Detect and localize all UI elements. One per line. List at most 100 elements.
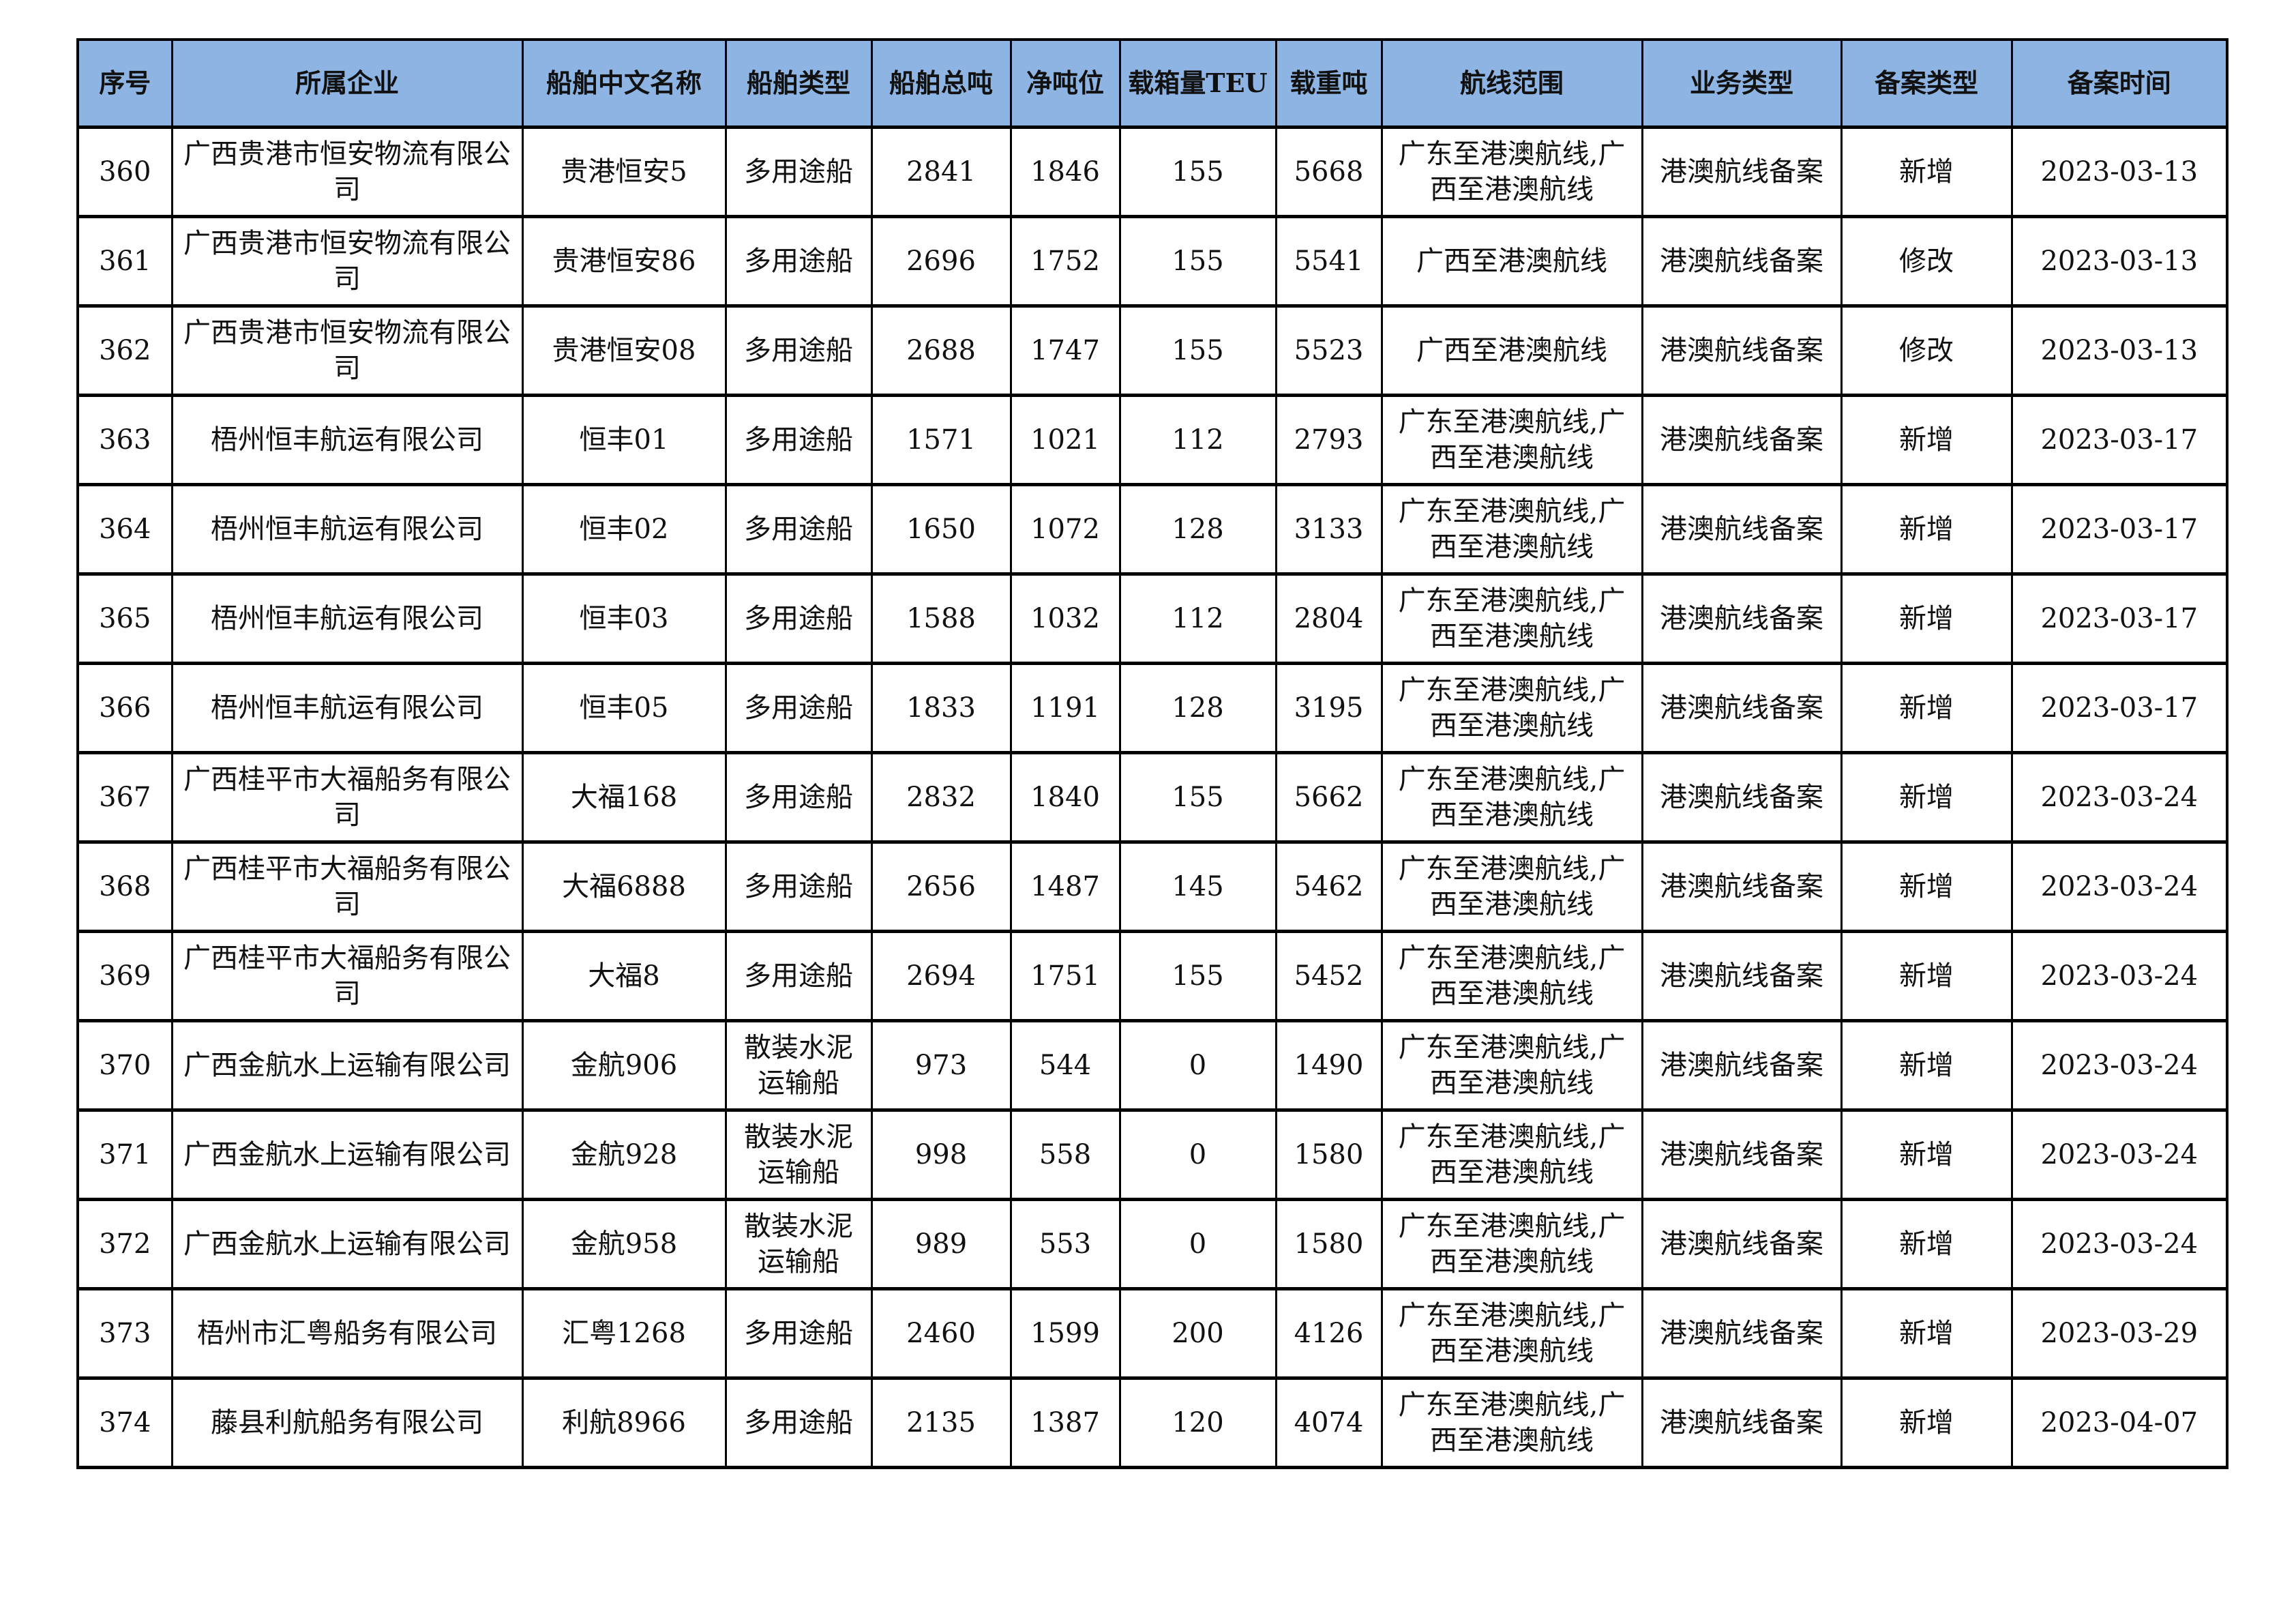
cell-dwt: 1490 (1274, 1019, 1383, 1112)
cell-dwt: 2793 (1274, 394, 1383, 486)
cell-teu: 145 (1118, 840, 1277, 933)
cell-filing-date: 2023-04-07 (2010, 1376, 2228, 1469)
cell-index: 362 (76, 304, 173, 397)
cell-filing-type: 新增 (1840, 1376, 2013, 1469)
header-net-tonnage: 净吨位 (1009, 38, 1121, 128)
cell-ship-type: 多用途船 (724, 1376, 873, 1469)
table-row: 364 梧州恒丰航运有限公司 恒丰02 多用途船 1650 1072 128 3133 广东至港… (76, 483, 2228, 576)
cell-route: 广东至港澳航线,广西至港澳航线 (1380, 1198, 1643, 1290)
cell-filing-type: 新增 (1840, 572, 2013, 665)
cell-ship-type: 多用途船 (724, 394, 873, 486)
cell-ship-name: 恒丰01 (521, 394, 727, 486)
table-row: 368 广西桂平市大福船务有限公司 大福6888 多用途船 2656 1487 145 546… (76, 840, 2228, 933)
cell-net-tonnage: 1072 (1009, 483, 1121, 576)
cell-ship-type: 多用途船 (724, 930, 873, 1022)
cell-gross-tonnage: 1571 (870, 394, 1012, 486)
table-row: 360 广西贵港市恒安物流有限公司 贵港恒安5 多用途船 2841 1846 155 5668… (76, 126, 2228, 218)
cell-company: 梧州恒丰航运有限公司 (170, 394, 524, 486)
cell-index: 372 (76, 1198, 173, 1290)
cell-business-type: 港澳航线备案 (1641, 215, 1843, 308)
cell-net-tonnage: 1846 (1009, 126, 1121, 218)
cell-gross-tonnage: 2832 (870, 751, 1012, 844)
cell-business-type: 港澳航线备案 (1641, 1376, 1843, 1469)
cell-index: 369 (76, 930, 173, 1022)
cell-route: 广东至港澳航线,广西至港澳航线 (1380, 1019, 1643, 1112)
cell-dwt: 2804 (1274, 572, 1383, 665)
cell-teu: 0 (1118, 1198, 1277, 1290)
cell-business-type: 港澳航线备案 (1641, 394, 1843, 486)
cell-business-type: 港澳航线备案 (1641, 662, 1843, 754)
cell-ship-name: 金航958 (521, 1198, 727, 1290)
table-row: 373 梧州市汇粤船务有限公司 汇粤1268 多用途船 2460 1599 200 4126 广… (76, 1287, 2228, 1380)
cell-business-type: 港澳航线备案 (1641, 1287, 1843, 1380)
cell-gross-tonnage: 2841 (870, 126, 1012, 218)
header-ship-name: 船舶中文名称 (521, 38, 727, 128)
cell-teu: 112 (1118, 394, 1277, 486)
cell-gross-tonnage: 2696 (870, 215, 1012, 308)
cell-index: 364 (76, 483, 173, 576)
table-row: 365 梧州恒丰航运有限公司 恒丰03 多用途船 1588 1032 112 2804 广东至港… (76, 572, 2228, 665)
cell-index: 363 (76, 394, 173, 486)
cell-teu: 112 (1118, 572, 1277, 665)
table-row: 372 广西金航水上运输有限公司 金航958 散装水泥运输船 989 553 0 1580 广东… (76, 1198, 2228, 1290)
cell-route: 广东至港澳航线,广西至港澳航线 (1380, 1376, 1643, 1469)
cell-dwt: 5523 (1274, 304, 1383, 397)
cell-dwt: 5662 (1274, 751, 1383, 844)
cell-filing-date: 2023-03-24 (2010, 1019, 2228, 1112)
cell-ship-name: 汇粤1268 (521, 1287, 727, 1380)
cell-company: 梧州恒丰航运有限公司 (170, 572, 524, 665)
cell-ship-type: 多用途船 (724, 840, 873, 933)
cell-filing-type: 新增 (1840, 1108, 2013, 1201)
header-teu: 载箱量TEU (1118, 38, 1277, 128)
cell-ship-type: 散装水泥运输船 (724, 1198, 873, 1290)
cell-company: 广西桂平市大福船务有限公司 (170, 840, 524, 933)
header-index: 序号 (76, 38, 173, 128)
cell-ship-name: 恒丰02 (521, 483, 727, 576)
cell-dwt: 5452 (1274, 930, 1383, 1022)
cell-ship-name: 大福6888 (521, 840, 727, 933)
cell-ship-name: 利航8966 (521, 1376, 727, 1469)
cell-route: 广东至港澳航线,广西至港澳航线 (1380, 394, 1643, 486)
cell-filing-date: 2023-03-24 (2010, 930, 2228, 1022)
cell-teu: 128 (1118, 483, 1277, 576)
cell-teu: 155 (1118, 215, 1277, 308)
cell-ship-name: 贵港恒安5 (521, 126, 727, 218)
cell-dwt: 5462 (1274, 840, 1383, 933)
cell-dwt: 3133 (1274, 483, 1383, 576)
cell-net-tonnage: 1487 (1009, 840, 1121, 933)
cell-business-type: 港澳航线备案 (1641, 126, 1843, 218)
table-row: 366 梧州恒丰航运有限公司 恒丰05 多用途船 1833 1191 128 3195 广东至港… (76, 662, 2228, 754)
cell-net-tonnage: 1840 (1009, 751, 1121, 844)
cell-filing-type: 新增 (1840, 662, 2013, 754)
cell-business-type: 港澳航线备案 (1641, 1019, 1843, 1112)
cell-filing-type: 新增 (1840, 394, 2013, 486)
cell-filing-type: 新增 (1840, 1019, 2013, 1112)
cell-ship-name: 金航928 (521, 1108, 727, 1201)
cell-net-tonnage: 544 (1009, 1019, 1121, 1112)
cell-ship-type: 多用途船 (724, 304, 873, 397)
header-route: 航线范围 (1380, 38, 1643, 128)
cell-dwt: 1580 (1274, 1198, 1383, 1290)
cell-route: 广东至港澳航线,广西至港澳航线 (1380, 1108, 1643, 1201)
cell-filing-date: 2023-03-24 (2010, 1108, 2228, 1201)
cell-company: 梧州市汇粤船务有限公司 (170, 1287, 524, 1380)
cell-net-tonnage: 1747 (1009, 304, 1121, 397)
cell-route: 广西至港澳航线 (1380, 215, 1643, 308)
header-filing-date: 备案时间 (2010, 38, 2228, 128)
cell-gross-tonnage: 2694 (870, 930, 1012, 1022)
cell-route: 广东至港澳航线,广西至港澳航线 (1380, 930, 1643, 1022)
table-row: 369 广西桂平市大福船务有限公司 大福8 多用途船 2694 1751 155 5452 广东… (76, 930, 2228, 1022)
cell-gross-tonnage: 998 (870, 1108, 1012, 1201)
cell-ship-type: 多用途船 (724, 662, 873, 754)
cell-filing-date: 2023-03-24 (2010, 751, 2228, 844)
cell-company: 广西桂平市大福船务有限公司 (170, 751, 524, 844)
cell-dwt: 4074 (1274, 1376, 1383, 1469)
cell-business-type: 港澳航线备案 (1641, 572, 1843, 665)
cell-net-tonnage: 553 (1009, 1198, 1121, 1290)
cell-filing-type: 修改 (1840, 304, 2013, 397)
cell-ship-name: 贵港恒安86 (521, 215, 727, 308)
cell-teu: 155 (1118, 751, 1277, 844)
cell-teu: 120 (1118, 1376, 1277, 1469)
cell-net-tonnage: 1191 (1009, 662, 1121, 754)
cell-teu: 0 (1118, 1108, 1277, 1201)
